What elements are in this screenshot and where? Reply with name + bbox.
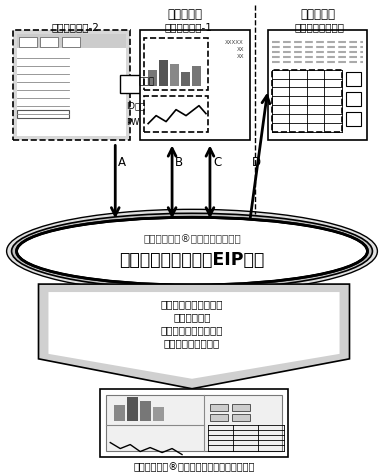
Text: D: D <box>252 156 261 170</box>
Bar <box>17 110 69 118</box>
Bar <box>12 30 130 140</box>
Bar <box>120 75 172 93</box>
Bar <box>17 34 126 48</box>
Bar <box>144 38 208 90</box>
Bar <box>127 397 138 421</box>
Bar <box>148 117 176 127</box>
Bar <box>210 414 228 421</box>
Text: 社外の情報サイト: 社外の情報サイト <box>294 22 345 32</box>
Text: インスイート®エンタープライズのポータル: インスイート®エンタープライズのポータル <box>133 463 255 473</box>
Bar <box>345 112 362 125</box>
Text: ID　：: ID ： <box>126 102 145 111</box>
Ellipse shape <box>7 209 378 293</box>
Text: XX: XX <box>236 54 244 59</box>
Text: A: A <box>118 156 126 170</box>
Bar <box>62 37 80 47</box>
Text: 確保した上で: 確保した上で <box>173 312 211 322</box>
Bar <box>148 70 157 86</box>
Bar <box>159 60 168 86</box>
Bar <box>181 72 190 86</box>
Bar <box>40 37 59 47</box>
Bar <box>19 37 36 47</box>
Bar <box>345 92 362 105</box>
Bar <box>192 66 201 86</box>
Bar <box>170 64 179 86</box>
Bar <box>268 30 367 140</box>
Bar <box>144 95 208 132</box>
Bar <box>106 395 282 451</box>
Bar <box>210 404 228 411</box>
Text: XX: XX <box>236 47 244 52</box>
Text: 認　証: 認 証 <box>138 78 154 87</box>
Bar <box>345 72 362 86</box>
Ellipse shape <box>12 213 372 289</box>
Text: 高度なセキュリティを: 高度なセキュリティを <box>161 299 223 309</box>
Text: プログラミング無しで: プログラミング無しで <box>161 325 223 335</box>
Polygon shape <box>38 284 350 389</box>
Text: XXXXX: XXXXX <box>225 40 244 45</box>
Text: 複数システムと連携: 複数システムと連携 <box>164 338 220 348</box>
Text: 社内システム-2: 社内システム-2 <box>52 22 99 32</box>
Ellipse shape <box>17 217 367 285</box>
Text: PW: PW <box>126 118 140 127</box>
Text: C: C <box>213 156 221 170</box>
Bar <box>148 101 176 111</box>
Text: ノンプログラミングEIP機能: ノンプログラミングEIP機能 <box>120 251 265 269</box>
Polygon shape <box>48 292 340 379</box>
Bar <box>153 407 164 421</box>
Bar <box>232 404 250 411</box>
Bar <box>100 389 288 456</box>
Text: B: B <box>175 156 183 170</box>
Bar <box>114 405 125 421</box>
Text: 【社　内】: 【社 内】 <box>168 8 203 21</box>
Bar <box>17 34 126 135</box>
Bar <box>140 401 151 421</box>
Bar <box>232 414 250 421</box>
Text: インスイート®エンタープライズ: インスイート®エンタープライズ <box>143 234 241 244</box>
Text: 社内システム-1: 社内システム-1 <box>164 22 212 32</box>
Ellipse shape <box>19 219 365 283</box>
Bar <box>140 30 250 140</box>
Bar <box>272 70 341 132</box>
Text: 【社　外】: 【社 外】 <box>300 8 335 21</box>
